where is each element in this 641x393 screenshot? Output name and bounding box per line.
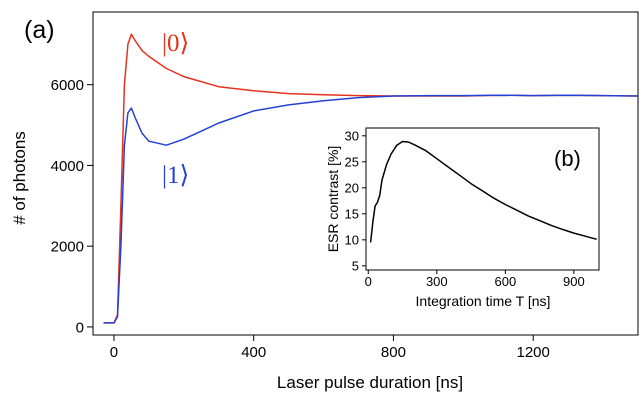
main-y-tick-label-1: 2000 xyxy=(51,239,84,256)
inset-axes-layer: 0 300 600 900 5 10 15 20 25 30 xyxy=(345,128,585,289)
main-y-tick-label-3: 6000 xyxy=(51,77,84,94)
inset-y-axis-label: ESR contrast [%] xyxy=(325,146,341,253)
main-y-axis-label: # of photons xyxy=(10,131,29,225)
main-y-tick-label-0: 0 xyxy=(76,319,84,336)
panel-label-b: (b) xyxy=(554,146,581,171)
main-plot-frame xyxy=(92,11,639,336)
inset-x-tick-label-0: 0 xyxy=(365,274,372,289)
inset-x-tick-label-1: 300 xyxy=(426,274,448,289)
inset-x-axis-label: Integration time T [ns] xyxy=(416,293,551,309)
inset-y-tick-label-3: 20 xyxy=(345,180,359,195)
panel-label-a: (a) xyxy=(24,16,55,44)
main-series-line-1 xyxy=(103,94,639,324)
main-x-tick-label-0: 0 xyxy=(110,344,118,361)
inset-y-tick-label-2: 15 xyxy=(345,207,359,222)
inset-x-tick-label-2: 600 xyxy=(494,274,516,289)
inset-plot: 0 300 600 900 5 10 15 20 25 30 Integration time T… xyxy=(325,127,600,309)
main-x-tick-label-2: 800 xyxy=(381,344,406,361)
inset-y-tick-label-0: 5 xyxy=(352,259,359,274)
inset-y-tick-label-5: 30 xyxy=(345,128,359,143)
inset-y-tick-label-1: 10 xyxy=(345,233,359,248)
inset-plot-background xyxy=(366,128,599,270)
inset-series-line-0 xyxy=(369,140,597,243)
inset-x-tick-label-3: 900 xyxy=(563,274,585,289)
series-label-ket-1: |1⟩ xyxy=(162,162,189,189)
main-series-layer xyxy=(103,33,639,324)
inset-plot-frame xyxy=(365,127,600,271)
inset-y-tick-label-4: 25 xyxy=(345,154,359,169)
main-x-tick-label-3: 1200 xyxy=(517,344,550,361)
main-x-axis-label: Laser pulse duration [ns] xyxy=(277,373,463,392)
inset-series-layer xyxy=(369,140,597,243)
series-label-ket-0: |0⟩ xyxy=(162,30,189,57)
main-x-tick-label-1: 400 xyxy=(241,344,266,361)
main-y-tick-label-2: 4000 xyxy=(51,158,84,175)
